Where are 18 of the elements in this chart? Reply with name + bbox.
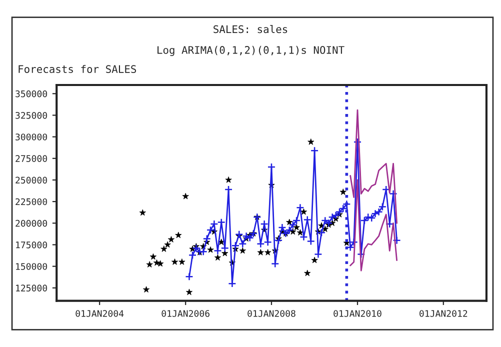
y-tick-label: 225000 [16,198,47,206]
x-tick-label: 01JAN2008 [248,310,296,317]
y-tick-label: 325000 [16,112,47,119]
y-tick-label: 125000 [16,284,47,292]
x-tick-label: 01JAN2010 [334,310,382,317]
x-tick-label: 01JAN2006 [162,310,210,317]
chart-title: SALES: sales [214,24,288,34]
x-tick-label: 01JAN2004 [76,310,124,317]
y-axis-title: Forecasts for SALES [18,64,136,74]
chart-subtitle: Log ARIMA(0,1,2)(0,1,1)s NOINT [158,46,344,56]
x-tick-label: 01JAN2012 [420,310,468,317]
y-tick-label: 350000 [16,90,47,98]
y-tick-label: 300000 [16,134,47,140]
y-tick-label: 175000 [16,241,47,248]
y-tick-label: 200000 [16,220,47,227]
y-tick-label: 250000 [16,176,47,184]
y-tick-label: 150000 [16,263,47,270]
y-tick-label: 275000 [16,155,47,162]
